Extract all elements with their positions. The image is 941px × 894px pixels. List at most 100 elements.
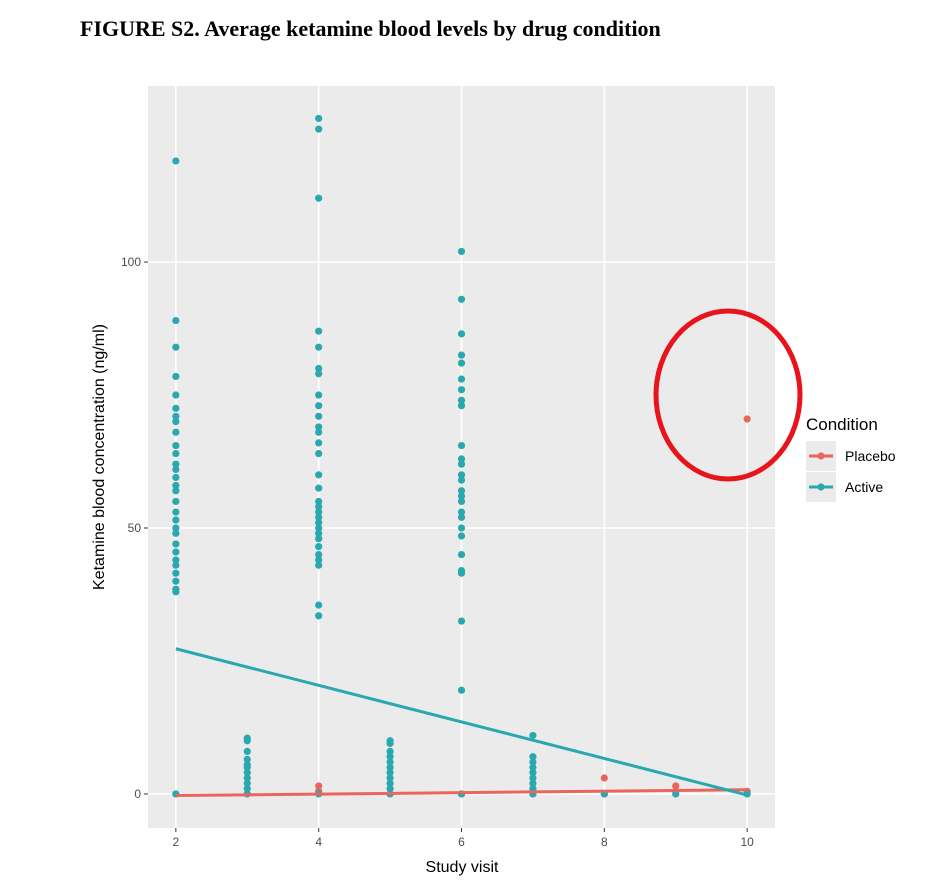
point bbox=[172, 391, 180, 399]
point bbox=[529, 753, 537, 761]
point bbox=[243, 747, 251, 756]
point bbox=[386, 763, 394, 771]
point bbox=[315, 402, 323, 410]
point bbox=[600, 774, 608, 782]
point bbox=[315, 449, 323, 458]
x-axis-label: Study visit bbox=[426, 859, 499, 876]
point bbox=[315, 556, 323, 564]
point bbox=[315, 428, 323, 436]
point bbox=[457, 471, 466, 479]
point bbox=[243, 785, 251, 793]
point bbox=[315, 114, 323, 123]
point bbox=[457, 513, 466, 521]
point bbox=[172, 428, 180, 436]
point bbox=[529, 774, 537, 782]
x-tick-label: 8 bbox=[601, 835, 608, 849]
point bbox=[529, 779, 537, 787]
point bbox=[457, 295, 466, 303]
point bbox=[172, 524, 180, 532]
point bbox=[172, 372, 180, 381]
point bbox=[315, 343, 323, 351]
point bbox=[315, 612, 323, 620]
point bbox=[457, 351, 466, 359]
point bbox=[315, 503, 323, 511]
x-tick-label: 2 bbox=[173, 835, 180, 849]
point bbox=[315, 543, 323, 551]
point bbox=[386, 753, 394, 761]
x-tick-label: 6 bbox=[458, 835, 465, 849]
point bbox=[315, 782, 323, 790]
point bbox=[386, 774, 394, 782]
point bbox=[315, 601, 323, 609]
point bbox=[386, 785, 394, 793]
point bbox=[172, 465, 180, 474]
legend-point bbox=[817, 483, 825, 491]
point bbox=[457, 441, 466, 450]
point bbox=[172, 556, 180, 564]
point bbox=[172, 316, 180, 325]
point bbox=[172, 561, 180, 569]
point bbox=[386, 747, 394, 756]
point bbox=[457, 492, 466, 500]
point bbox=[529, 758, 537, 766]
point bbox=[172, 569, 180, 577]
point bbox=[529, 763, 537, 771]
point bbox=[172, 529, 180, 537]
legend-label: Placebo bbox=[845, 448, 896, 464]
point bbox=[457, 617, 466, 625]
point bbox=[243, 763, 251, 771]
point bbox=[315, 194, 323, 202]
point bbox=[172, 588, 180, 596]
point bbox=[315, 519, 323, 527]
point bbox=[315, 370, 323, 378]
point bbox=[315, 439, 323, 447]
point bbox=[172, 548, 180, 556]
point bbox=[172, 487, 180, 495]
point bbox=[457, 247, 466, 256]
point bbox=[457, 396, 466, 404]
point bbox=[315, 412, 323, 420]
point bbox=[457, 532, 466, 540]
point bbox=[315, 561, 323, 569]
point bbox=[315, 513, 323, 521]
y-tick-label: 100 bbox=[121, 255, 141, 269]
point bbox=[315, 327, 323, 335]
x-tick-label: 4 bbox=[315, 835, 322, 849]
point bbox=[243, 737, 251, 745]
point bbox=[172, 449, 180, 458]
highlight-circle bbox=[653, 308, 803, 482]
point bbox=[315, 125, 323, 133]
point bbox=[243, 774, 251, 782]
point bbox=[386, 758, 394, 766]
point bbox=[386, 769, 394, 777]
point bbox=[172, 404, 180, 412]
point bbox=[172, 157, 180, 165]
point bbox=[457, 476, 466, 484]
point bbox=[315, 524, 323, 532]
point bbox=[315, 364, 323, 373]
legend-label: Active bbox=[845, 479, 883, 495]
point bbox=[172, 497, 180, 506]
point bbox=[457, 686, 466, 694]
point bbox=[386, 779, 394, 787]
point bbox=[315, 535, 323, 543]
point bbox=[172, 343, 180, 351]
point bbox=[172, 508, 180, 516]
point bbox=[172, 540, 180, 548]
point bbox=[386, 739, 394, 748]
y-tick-label: 0 bbox=[134, 787, 141, 801]
point bbox=[457, 551, 466, 559]
trend-line bbox=[175, 788, 748, 798]
x-tick-label: 10 bbox=[740, 835, 754, 849]
point bbox=[172, 412, 180, 420]
point bbox=[315, 551, 323, 559]
point bbox=[172, 460, 180, 468]
point bbox=[243, 755, 251, 763]
point bbox=[243, 779, 251, 787]
point bbox=[172, 481, 180, 490]
y-axis-label: Ketamine blood concentration (ng/ml) bbox=[91, 324, 108, 590]
point bbox=[743, 415, 751, 423]
chart-title: FIGURE S2. Average ketamine blood levels… bbox=[80, 16, 661, 41]
y-tick-label: 50 bbox=[128, 521, 142, 535]
